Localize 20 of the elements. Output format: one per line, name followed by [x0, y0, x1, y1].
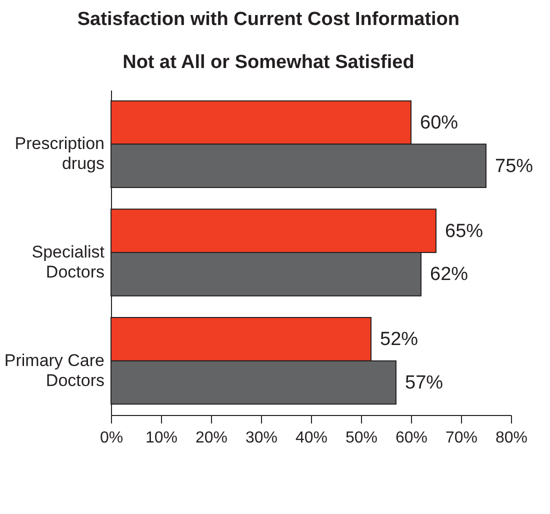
x-tick-label: 40% — [295, 430, 328, 446]
chart-subtitle: Not at All or Somewhat Satisfied — [122, 52, 414, 73]
x-tick-label: 70% — [445, 430, 478, 446]
y-tick-label: Prescription drugs — [14, 134, 104, 174]
x-tick-label: 80% — [495, 430, 528, 446]
data-label: 75% — [495, 156, 534, 177]
x-tick-label: 20% — [195, 430, 228, 446]
x-tick-label: 30% — [245, 430, 278, 446]
data-label: 65% — [445, 220, 484, 242]
x-tick-label: 0% — [100, 430, 124, 446]
chart-title: Satisfaction with Current Cost Information — [77, 9, 460, 30]
y-tick-label: Specialist Doctors — [32, 242, 105, 282]
data-label: 57% — [405, 372, 444, 394]
y-tick-label: Primary Care Doctors — [4, 350, 104, 390]
data-label: 52% — [380, 329, 418, 350]
data-label: 60% — [420, 112, 458, 134]
x-tick-label: 50% — [345, 430, 378, 446]
data-label: 62% — [430, 264, 468, 286]
x-tick-label: 10% — [145, 430, 178, 446]
x-tick-label: 60% — [395, 430, 428, 446]
